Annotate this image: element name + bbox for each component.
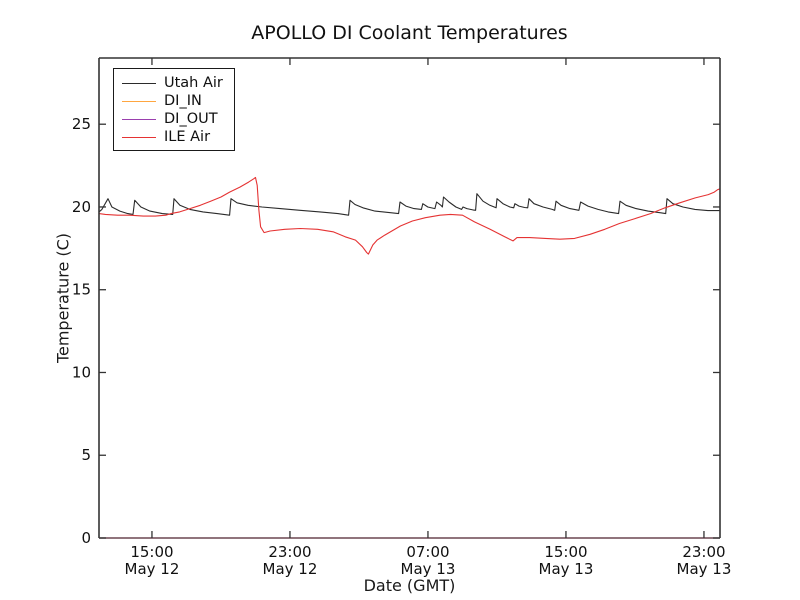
x-axis-label: Date (GMT): [363, 576, 456, 595]
x-tick-time-label: 15:00: [544, 543, 587, 561]
legend-line-sample: [122, 136, 156, 138]
legend-item-di-out: DI_OUT: [122, 110, 228, 128]
series-line-utah-air: [98, 193, 720, 216]
y-tick-label: 0: [81, 529, 91, 547]
y-tick-label: 5: [81, 446, 91, 464]
legend-item-di-in: DI_IN: [122, 92, 228, 110]
x-tick-date-label: May 12: [125, 560, 180, 578]
x-tick-date-label: May 13: [539, 560, 594, 578]
x-tick-time-label: 15:00: [130, 543, 173, 561]
legend-label: DI_IN: [164, 93, 202, 109]
legend-label: DI_OUT: [164, 111, 218, 127]
y-tick-label: 20: [72, 198, 91, 216]
x-tick-time-label: 07:00: [406, 543, 449, 561]
x-tick-date-label: May 12: [263, 560, 318, 578]
x-tick-time-label: 23:00: [682, 543, 725, 561]
legend-item-utah-air: Utah Air: [122, 74, 228, 92]
legend-label: Utah Air: [164, 75, 223, 91]
legend-label: ILE Air: [164, 129, 211, 145]
y-axis-label: Temperature (C): [53, 232, 73, 364]
legend-line-sample: [122, 100, 156, 102]
legend-line-sample: [122, 82, 156, 84]
chart-title: APOLLO DI Coolant Temperatures: [251, 22, 568, 44]
x-tick-date-label: May 13: [401, 560, 456, 578]
legend: Utah Air DI_IN DI_OUT ILE Air: [113, 68, 235, 151]
legend-line-sample: [122, 118, 156, 120]
y-tick-label: 10: [72, 363, 91, 381]
x-tick-date-label: May 13: [677, 560, 732, 578]
x-tick-time-label: 23:00: [268, 543, 311, 561]
series-line-ile-air: [98, 176, 721, 255]
legend-item-ile-air: ILE Air: [122, 128, 228, 146]
y-tick-label: 25: [72, 115, 91, 133]
y-tick-label: 15: [72, 281, 91, 299]
